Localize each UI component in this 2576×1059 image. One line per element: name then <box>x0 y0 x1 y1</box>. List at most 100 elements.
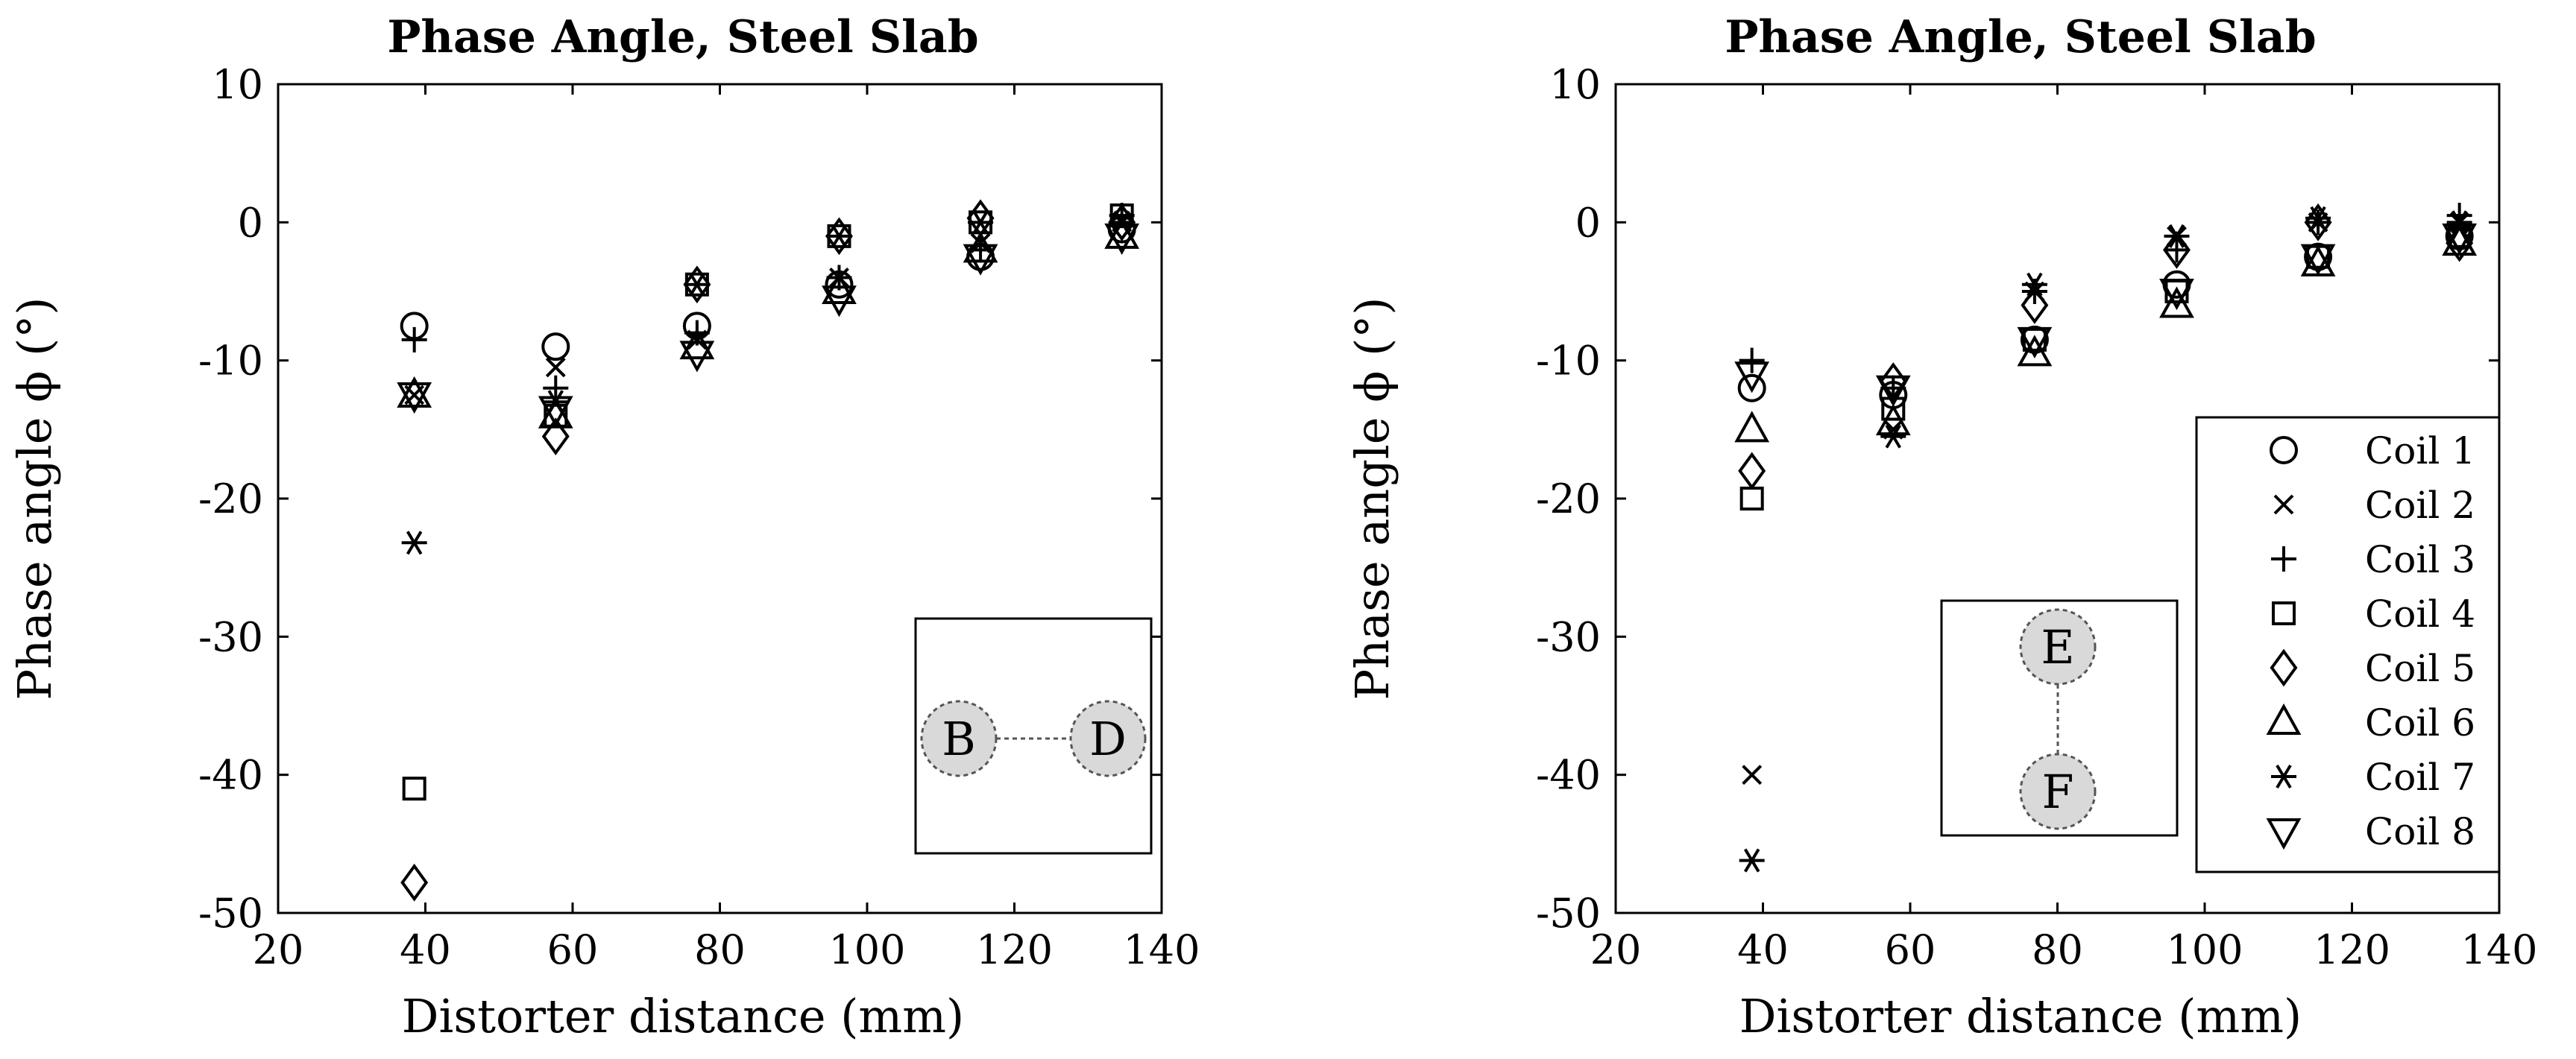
legend-item: Coil 3 <box>2271 538 2475 581</box>
x-tick-label: 40 <box>400 926 451 973</box>
legend-triangle-down-marker <box>2266 818 2302 850</box>
x-tick-label: 120 <box>2314 926 2390 973</box>
inset-node-d <box>1069 700 1147 777</box>
legend-x-marker <box>2273 494 2294 515</box>
chart-title: Phase Angle, Steel Slab <box>1725 11 2316 63</box>
data-point <box>401 326 427 353</box>
data-point <box>822 285 857 317</box>
y-tick-label: 10 <box>1549 61 1601 108</box>
data-point <box>683 265 711 304</box>
data-point <box>397 376 432 408</box>
data-point <box>1104 217 1140 249</box>
legend-label: Coil 4 <box>2365 592 2475 636</box>
y-tick-label: 10 <box>212 61 263 108</box>
x-tick-label: 60 <box>547 926 599 973</box>
data-point <box>2300 244 2336 276</box>
y-tick-label: 0 <box>238 199 263 246</box>
chart-panel-left: Phase Angle, Steel Slab Distorter distan… <box>7 11 1200 1043</box>
data-point <box>679 328 715 360</box>
data-point <box>1734 361 1770 393</box>
series-coil-1 <box>1737 221 2474 409</box>
data-point <box>826 224 852 248</box>
legend-asterisk-marker <box>2271 764 2296 789</box>
legend-triangle-up-marker <box>2266 703 2302 735</box>
chart-title: Phase Angle, Steel Slab <box>387 11 978 63</box>
data-point <box>1742 765 1763 785</box>
x-tick-label: 80 <box>2032 926 2083 973</box>
inset-node-label: B <box>942 712 976 766</box>
legend-item: Coil 6 <box>2266 701 2475 745</box>
legend: Coil 1 Coil 2 Coil 3 Coil 4 Coil 5 Coil 6 Coil… <box>2195 416 2501 873</box>
y-tick-label: -10 <box>198 338 263 385</box>
inset-node-f <box>2019 753 2097 830</box>
data-point <box>2021 272 2047 297</box>
data-point <box>1739 848 1765 873</box>
inset-diagram: E F <box>1940 599 2179 837</box>
series-coil-8 <box>1734 223 2478 407</box>
inset-diagram: B D <box>914 617 1153 855</box>
data-point <box>2164 237 2190 263</box>
x-tick-label: 80 <box>694 926 746 973</box>
data-point <box>397 382 432 414</box>
data-point <box>822 272 857 304</box>
data-point <box>2164 224 2190 248</box>
series-coil-7 <box>401 210 1135 555</box>
data-point <box>2305 209 2331 235</box>
legend-diamond-marker <box>2270 648 2298 687</box>
series-coil-3 <box>1739 203 2472 401</box>
legend-label: Coil 1 <box>2365 429 2475 472</box>
inset-node-label: F <box>2041 765 2073 819</box>
series-coil-3 <box>401 203 1135 401</box>
y-tick-label: -20 <box>198 475 263 522</box>
y-tick-label: -20 <box>1536 475 1601 522</box>
legend-item: Coil 4 <box>2272 592 2475 636</box>
data-point <box>1104 223 1140 255</box>
series-coil-1 <box>400 215 1136 361</box>
data-point <box>401 531 427 555</box>
legend-box <box>2195 416 2501 873</box>
y-tick-label: -40 <box>198 752 263 799</box>
data-point <box>2017 335 2053 367</box>
data-point <box>2021 286 2049 324</box>
x-tick-label: 140 <box>2460 926 2537 973</box>
legend-plus-marker <box>2271 546 2296 572</box>
y-tick-label: -50 <box>198 890 263 937</box>
data-point <box>2442 223 2478 255</box>
legend-circle-marker <box>2270 436 2298 464</box>
y-tick-label: -30 <box>198 613 263 660</box>
data-point <box>684 272 710 297</box>
legend-label: Coil 7 <box>2365 756 2475 799</box>
x-tick-label: 100 <box>828 926 905 973</box>
data-point <box>963 244 998 276</box>
data-point <box>1734 411 1770 443</box>
series-coil-8 <box>397 223 1140 428</box>
y-tick-label: -50 <box>1536 890 1601 937</box>
legend-item: Coil 1 <box>2270 429 2475 472</box>
data-point <box>541 332 570 361</box>
legend-label: Coil 8 <box>2365 810 2475 853</box>
data-point <box>2446 210 2472 235</box>
x-tick-label: 20 <box>253 926 304 973</box>
x-axis-label: Distorter distance (mm) <box>1739 989 2302 1043</box>
x-tick-label: 120 <box>976 926 1053 973</box>
y-tick-label: -30 <box>1536 613 1601 660</box>
y-tick-label: -10 <box>1536 338 1601 385</box>
x-tick-label: 140 <box>1123 926 1200 973</box>
series-coil-6 <box>397 217 1140 429</box>
legend-label: Coil 3 <box>2365 538 2475 581</box>
data-point <box>538 396 573 428</box>
data-point <box>2305 206 2331 230</box>
data-point <box>2159 286 2194 318</box>
y-tick-label: -40 <box>1536 752 1601 799</box>
data-point <box>1739 347 1765 373</box>
y-tick-label: 0 <box>1575 199 1601 246</box>
data-point <box>2163 230 2191 269</box>
data-point <box>966 199 995 238</box>
data-point <box>1108 203 1136 241</box>
data-point <box>2017 326 2053 358</box>
x-tick-label: 40 <box>1737 926 1789 973</box>
data-point <box>1738 452 1766 490</box>
inset-node-e <box>2019 608 2097 686</box>
data-point <box>1737 373 1766 402</box>
y-axis-label: Phase angle ϕ (°) <box>7 297 62 701</box>
